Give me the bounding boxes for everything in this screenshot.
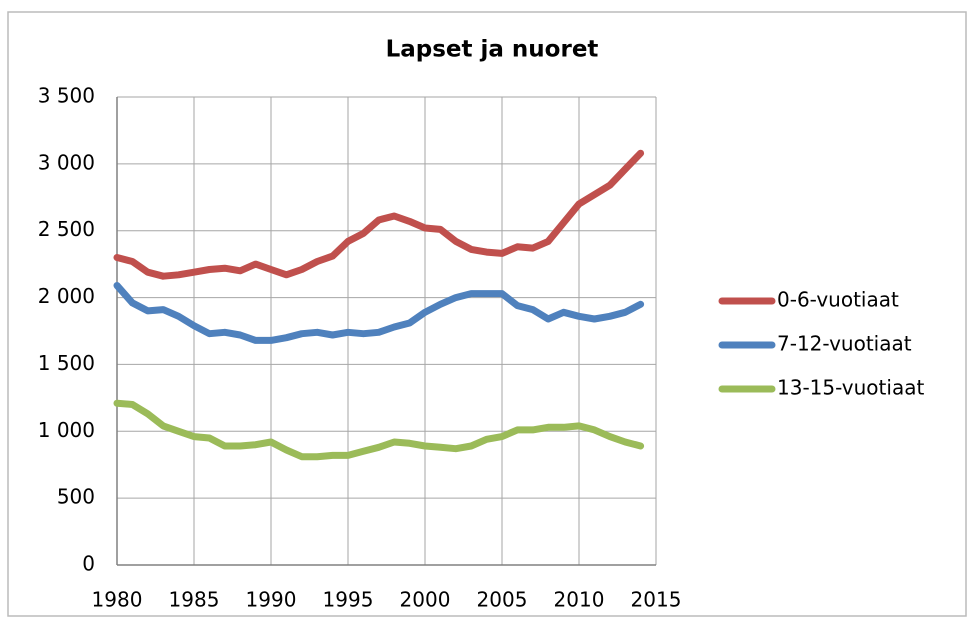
chart-title: Lapset ja nuoret	[386, 37, 599, 63]
y-tick-label: 3 500	[38, 84, 95, 108]
x-tick-label: 1990	[246, 588, 297, 612]
x-tick-label: 1995	[323, 588, 374, 612]
x-tick-label: 1985	[169, 588, 220, 612]
data-line	[113, 399, 645, 461]
x-tick-label: 2015	[631, 588, 682, 612]
data-line	[113, 282, 645, 344]
y-tick-label: 0	[82, 552, 95, 576]
x-tick-label: 2000	[400, 588, 451, 612]
y-tick-label: 500	[57, 485, 95, 509]
legend-label: 13-15-vuotiaat	[777, 376, 924, 400]
y-tick-label: 2 000	[38, 284, 95, 308]
x-tick-label: 2005	[477, 588, 528, 612]
x-tick-label: 2010	[554, 588, 605, 612]
x-tick-label: 1980	[92, 588, 143, 612]
data-line	[113, 149, 645, 280]
y-tick-label: 1 000	[38, 418, 95, 442]
y-tick-label: 2 500	[38, 217, 95, 241]
y-tick-label: 1 500	[38, 351, 95, 375]
y-tick-label: 3 000	[38, 150, 95, 174]
legend-label: 7-12-vuotiaat	[777, 332, 912, 356]
legend-label: 0-6-vuotiaat	[777, 288, 899, 312]
